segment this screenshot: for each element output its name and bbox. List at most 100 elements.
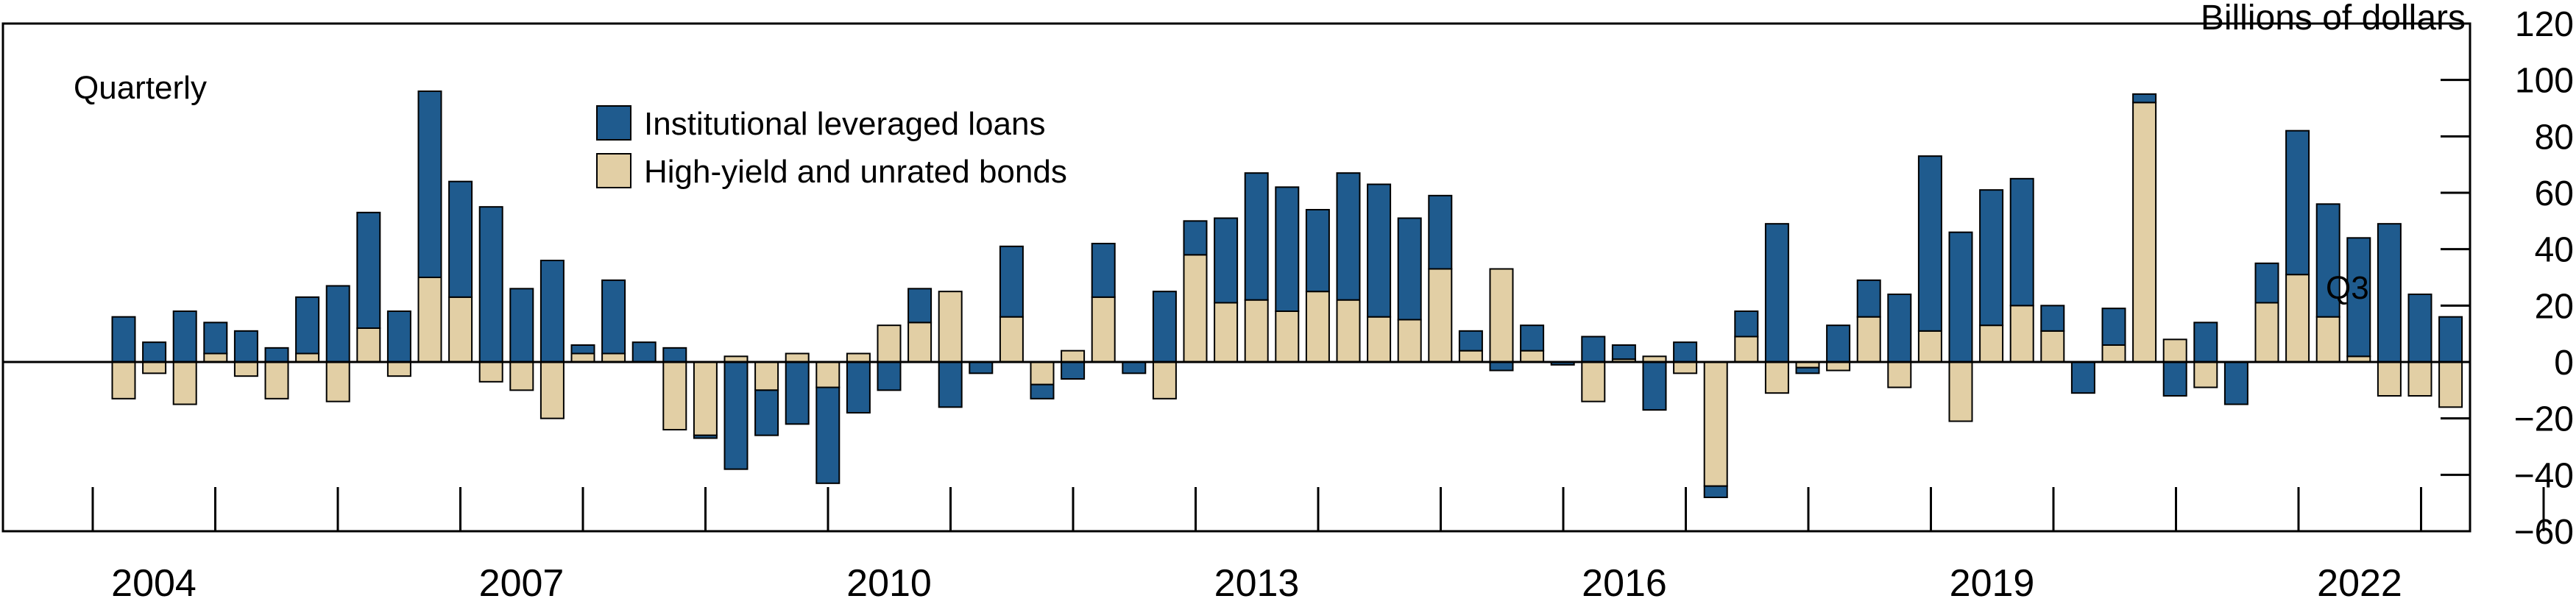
bar-loans bbox=[1673, 341, 1698, 363]
bar-bonds bbox=[1979, 324, 2004, 363]
bar-bonds bbox=[2009, 305, 2034, 363]
bar-loans bbox=[172, 310, 197, 363]
bar-bonds bbox=[478, 361, 503, 383]
bar-loans bbox=[907, 288, 933, 324]
bar-bonds bbox=[1336, 299, 1361, 363]
bar-bonds bbox=[233, 361, 258, 377]
bar-loans bbox=[203, 322, 228, 355]
bar-loans bbox=[1030, 383, 1055, 400]
bar-loans bbox=[662, 347, 687, 363]
bar-loans bbox=[1244, 172, 1269, 301]
bar-bonds bbox=[938, 291, 963, 363]
frequency-label: Quarterly bbox=[74, 70, 207, 106]
x-ticks-layer: 2004 2007 2010 2013 2016 2019 2022 bbox=[91, 487, 2545, 605]
bar-loans bbox=[1856, 279, 1881, 318]
bar-bonds bbox=[1428, 268, 1453, 363]
bar-bonds bbox=[1061, 349, 1086, 363]
y-tick-label: 80 bbox=[2535, 118, 2574, 157]
bar-bonds bbox=[1275, 310, 1300, 363]
y-tick-label: −60 bbox=[2514, 513, 2574, 552]
bar-loans bbox=[1826, 324, 1851, 363]
bar-bonds bbox=[2254, 302, 2279, 363]
bar-bonds bbox=[1214, 302, 1239, 363]
bar-bonds bbox=[1581, 361, 1606, 402]
bar-loans bbox=[1703, 485, 1728, 499]
y-tick-label: 40 bbox=[2535, 231, 2574, 270]
bar-bonds bbox=[1397, 319, 1422, 363]
bar-loans bbox=[1734, 310, 1759, 338]
bar-bonds bbox=[142, 361, 167, 375]
bar-bonds bbox=[356, 327, 381, 363]
y-tick-label: 0 bbox=[2554, 344, 2574, 383]
bar-loans bbox=[693, 434, 718, 439]
bar-loans bbox=[325, 285, 350, 363]
bar-loans bbox=[2438, 316, 2463, 363]
bar-bonds bbox=[2162, 338, 2187, 363]
bar-loans bbox=[1183, 220, 1208, 256]
bar-bonds bbox=[2377, 361, 2402, 397]
bars-layer bbox=[111, 90, 2463, 499]
bar-bonds bbox=[386, 361, 411, 377]
bar-loans bbox=[2223, 361, 2248, 405]
bar-bonds bbox=[1917, 330, 1942, 363]
x-tick-label: 2004 bbox=[111, 562, 197, 605]
bar-bonds bbox=[111, 361, 136, 400]
x-tick-label: 2013 bbox=[1214, 562, 1300, 605]
bar-bonds bbox=[448, 296, 473, 363]
bar-bonds bbox=[846, 352, 871, 363]
bar-loans bbox=[1917, 155, 1942, 332]
bar-bonds bbox=[1856, 316, 1881, 363]
bar-bonds bbox=[1734, 336, 1759, 363]
bar-bonds bbox=[1489, 268, 1514, 363]
bar-bonds bbox=[877, 324, 902, 363]
bar-bonds bbox=[264, 361, 289, 400]
bar-loans bbox=[938, 361, 963, 408]
bar-loans bbox=[785, 361, 810, 425]
bar-loans bbox=[1948, 231, 1973, 363]
bar-bonds bbox=[1703, 361, 1728, 487]
bar-loans bbox=[754, 389, 779, 436]
bar-loans bbox=[2101, 308, 2126, 346]
bar-bonds bbox=[1030, 361, 1055, 386]
bar-loans bbox=[448, 180, 473, 298]
bar-bonds bbox=[1673, 361, 1698, 375]
bar-bonds bbox=[1367, 316, 1392, 363]
bar-bonds bbox=[1458, 349, 1483, 363]
bar-loans bbox=[2193, 322, 2218, 363]
bar-loans bbox=[2315, 203, 2340, 318]
bar-loans bbox=[1611, 344, 1636, 361]
y-tick-label: −20 bbox=[2514, 400, 2574, 439]
bar-loans bbox=[1122, 361, 1147, 375]
bar-loans bbox=[1489, 361, 1514, 372]
bar-bonds bbox=[1520, 349, 1545, 363]
bar-bonds bbox=[295, 352, 320, 363]
y-ticks-layer: 120 100 80 60 40 20 0 −20 −40 −60 bbox=[2441, 5, 2574, 552]
bar-bonds bbox=[601, 352, 626, 363]
bar-loans bbox=[478, 206, 503, 363]
bar-loans bbox=[2070, 361, 2095, 394]
bar-bonds bbox=[570, 352, 595, 363]
bar-loans bbox=[2009, 177, 2034, 307]
bar-bonds bbox=[203, 352, 228, 363]
bar-loans bbox=[877, 361, 902, 391]
y-tick-label: 120 bbox=[2515, 5, 2574, 44]
bar-loans bbox=[1091, 243, 1116, 298]
bar-loans bbox=[233, 330, 258, 363]
bar-loans bbox=[356, 211, 381, 330]
bar-bonds bbox=[1091, 296, 1116, 363]
bar-loans bbox=[111, 316, 136, 363]
bar-loans bbox=[1061, 361, 1086, 380]
latest-quarter-label: Q3 bbox=[2326, 270, 2369, 306]
bar-bonds bbox=[1764, 361, 1789, 394]
legend-label-bonds: High-yield and unrated bonds bbox=[644, 154, 1067, 190]
bar-bonds bbox=[693, 361, 718, 436]
bar-loans bbox=[1275, 186, 1300, 312]
bar-loans bbox=[1152, 291, 1177, 363]
bar-bonds bbox=[1887, 361, 1912, 388]
bar-bonds bbox=[815, 361, 841, 388]
bar-loans bbox=[1520, 324, 1545, 352]
bar-bonds bbox=[907, 322, 933, 363]
bar-bonds bbox=[754, 361, 779, 391]
bar-loans bbox=[1305, 209, 1330, 293]
bar-loans bbox=[570, 344, 595, 355]
